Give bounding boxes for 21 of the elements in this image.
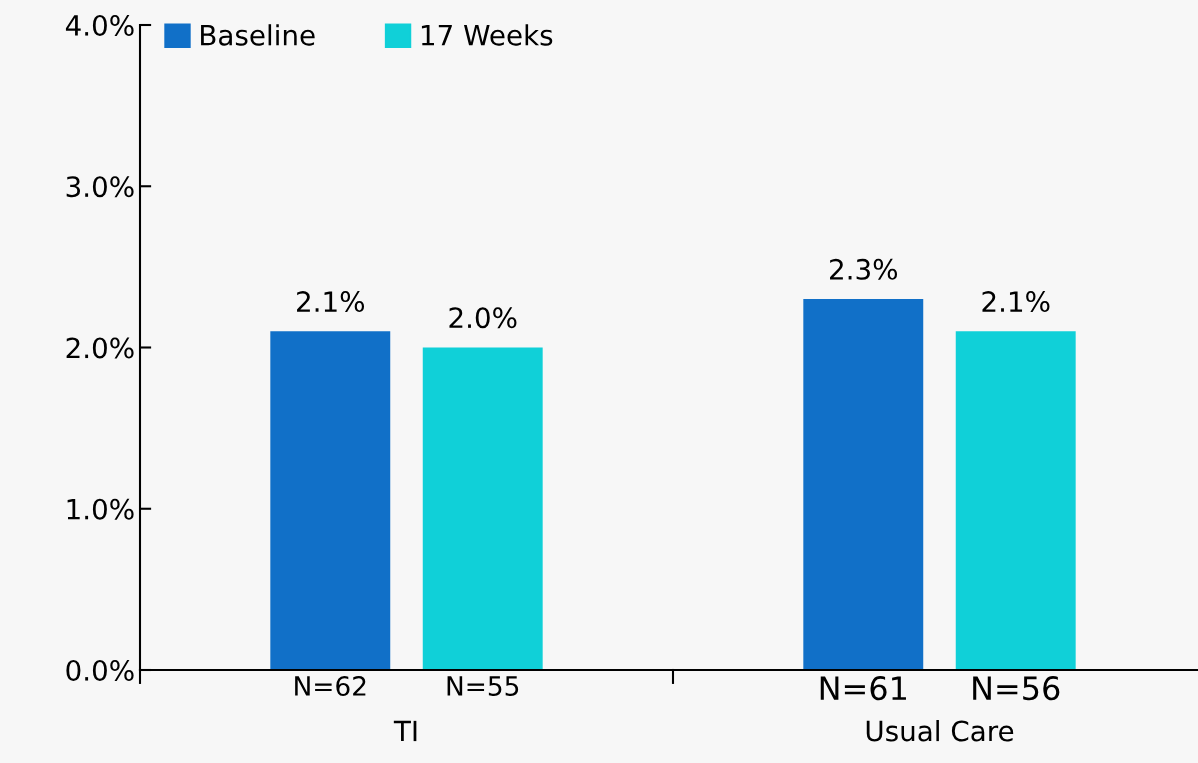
bar	[270, 331, 391, 670]
y-tick-label: 1.0%	[67, 498, 134, 520]
x-tick-label: TI	[393, 720, 417, 742]
x-tick-label: Usual Care	[866, 720, 1014, 742]
y-tick-label: 3.0%	[66, 176, 134, 198]
data-label: 2.1%	[297, 291, 365, 313]
data-label: 2.1%	[982, 291, 1050, 313]
y-tick-label: 0.0%	[66, 659, 134, 681]
legend-label: Baseline	[201, 24, 315, 46]
legend-label: 17 Weeks	[421, 24, 553, 46]
y-tick-label: 2.0%	[66, 337, 134, 359]
text: N=56	[973, 676, 1060, 701]
data-label: 2.3%	[830, 258, 898, 280]
data-label: 2.0%	[449, 307, 517, 329]
bar	[955, 331, 1076, 670]
bar	[422, 347, 543, 670]
y-tick-label: 4.0%	[65, 14, 134, 36]
text: N=61	[820, 676, 906, 701]
bar	[803, 299, 924, 670]
text: N=62	[295, 676, 366, 696]
text: N=55	[447, 676, 519, 696]
